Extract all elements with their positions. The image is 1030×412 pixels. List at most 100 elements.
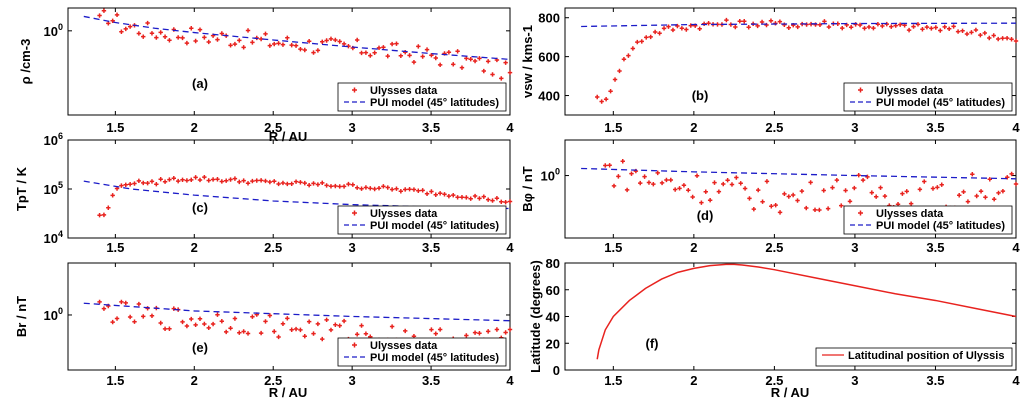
x-tick-label: 2.5 (765, 240, 783, 255)
data-point (337, 184, 342, 189)
data-point (760, 199, 765, 204)
legend-entry: Ulysses data (876, 208, 944, 220)
data-point (490, 198, 495, 203)
data-point (433, 55, 438, 61)
data-point (666, 24, 671, 29)
data-point (961, 189, 966, 195)
data-point (616, 174, 621, 179)
data-point (180, 177, 185, 182)
legend-entry: Ulysses data (370, 340, 438, 352)
data-point (889, 24, 894, 29)
data-point (468, 196, 473, 201)
data-point (472, 330, 478, 335)
data-point (276, 41, 281, 46)
data-point (429, 189, 434, 194)
data-point (184, 40, 190, 46)
data-point (311, 331, 316, 336)
data-point (929, 26, 934, 31)
data-point (389, 187, 395, 192)
data-point (175, 178, 181, 184)
data-point (184, 178, 190, 183)
data-point (672, 187, 678, 192)
data-point (106, 205, 111, 210)
data-point (946, 26, 952, 32)
data-point (982, 30, 988, 36)
data-point (608, 89, 613, 94)
data-point (670, 27, 676, 33)
data-point (328, 327, 334, 333)
data-point (668, 177, 674, 183)
data-point (424, 191, 430, 196)
data-point (871, 25, 876, 31)
data-point (180, 35, 185, 41)
x-tick-label: 1.5 (604, 373, 622, 388)
data-point (707, 198, 713, 203)
data-point (389, 324, 395, 329)
data-point (433, 192, 438, 197)
data-point (477, 196, 482, 201)
data-point (145, 20, 150, 26)
data-point (734, 175, 739, 180)
data-point (403, 187, 408, 192)
data-point (298, 327, 303, 333)
data-point (451, 62, 456, 67)
data-point (852, 185, 857, 191)
data-point (978, 189, 984, 194)
data-point (289, 327, 294, 332)
data-point (1009, 171, 1014, 177)
data-point (742, 186, 748, 191)
legend-entry: Ulysses data (370, 85, 438, 97)
data-point (263, 319, 268, 324)
data-point (603, 96, 609, 102)
data-point (464, 333, 469, 338)
data-point (764, 179, 770, 184)
data-point (106, 21, 111, 26)
x-tick-label: 3.5 (926, 240, 944, 255)
data-point (742, 19, 747, 24)
data-point (661, 26, 667, 31)
data-point (272, 329, 277, 334)
data-point (701, 21, 707, 26)
data-point (795, 24, 800, 30)
data-point (363, 50, 369, 55)
data-point (933, 25, 939, 30)
data-point (101, 306, 107, 311)
data-point (272, 179, 277, 184)
data-point (215, 312, 220, 317)
data-point (983, 195, 988, 200)
data-point (485, 59, 491, 64)
y-axis-label: Bφ / nT (520, 166, 535, 211)
x-tick-label: 4 (1012, 240, 1020, 255)
x-tick-label: 2 (191, 240, 198, 255)
panel-e: 1.5 2 2.5 3 3.5 4 100 R / AU Br / nT Ulysses data… (14, 262, 514, 400)
data-point (639, 39, 644, 44)
data-point (756, 187, 761, 193)
legend-entry: Ulysses data (876, 85, 944, 97)
data-point (350, 182, 356, 187)
data-point (250, 178, 255, 184)
data-point (782, 22, 787, 27)
y-tick-label: 106 (44, 131, 63, 148)
data-point (210, 177, 216, 182)
data-point (856, 173, 861, 178)
data-point (189, 177, 194, 183)
legend-box (337, 337, 507, 367)
latitude-curve (596, 263, 1017, 360)
data-point (688, 23, 693, 28)
data-point (433, 331, 438, 336)
data-point (162, 326, 168, 332)
data-point (942, 24, 947, 30)
data-point (149, 31, 155, 36)
data-point (437, 327, 443, 332)
data-point (624, 187, 630, 193)
data-point (908, 201, 914, 206)
data-point (911, 24, 916, 29)
data-point (306, 39, 312, 44)
data-point (258, 330, 264, 336)
data-point (359, 50, 364, 56)
data-point (228, 43, 233, 48)
data-point (119, 29, 124, 34)
x-tick-label: 3.5 (926, 373, 944, 388)
data-point (136, 178, 142, 184)
data-point (442, 192, 447, 197)
